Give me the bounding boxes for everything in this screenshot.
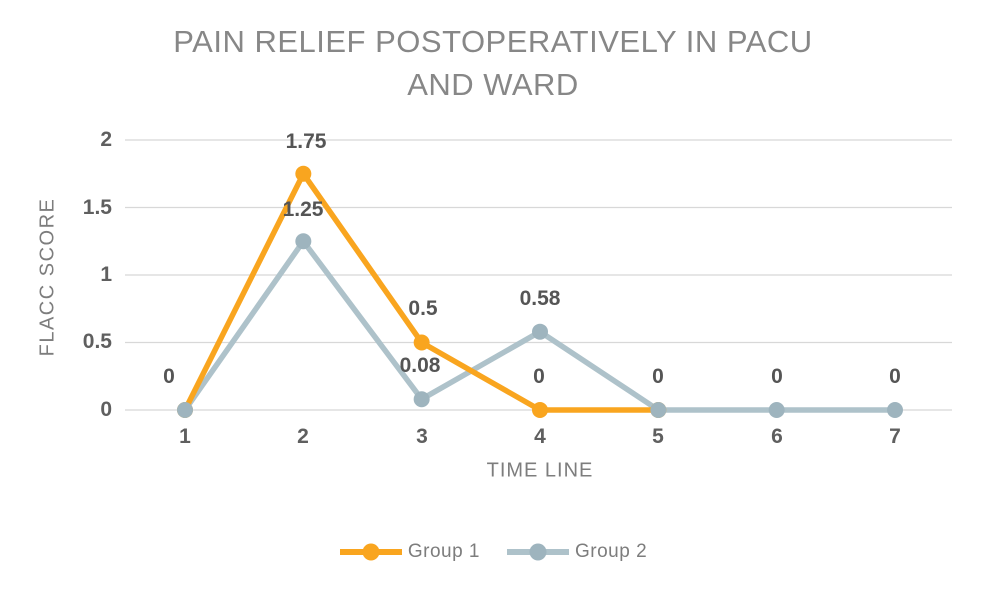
x-tick-label: 5 (652, 425, 664, 448)
data-label: 0 (652, 365, 664, 388)
data-label: 1.25 (282, 198, 324, 221)
data-label: 0 (771, 365, 783, 388)
data-label: 0.08 (399, 354, 441, 377)
x-tick-label: 6 (771, 425, 783, 448)
x-tick-label: 2 (297, 425, 309, 448)
legend-label-group2: Group 2 (575, 541, 648, 562)
chart-title-line1: PAIN RELIEF POSTOPERATIVELY IN PACU (173, 24, 813, 59)
chart-title: PAIN RELIEF POSTOPERATIVELY IN PACU AND … (0, 20, 986, 106)
legend: Group 1 Group 2 (0, 538, 986, 566)
chart-title-line2: AND WARD (407, 67, 579, 102)
data-label: 0.5 (408, 297, 438, 320)
y-tick-label: 0.5 (82, 330, 112, 353)
data-label: 0.58 (519, 287, 561, 310)
y-tick-label: 1.5 (82, 196, 112, 219)
legend-label-group1: Group 1 (407, 541, 480, 562)
data-label: 0 (889, 365, 901, 388)
data-label: 1.75 (285, 130, 327, 153)
legend-item-group1: Group 1 (339, 538, 480, 566)
x-axis-title: TIME LINE (486, 459, 594, 482)
data-label: 0 (533, 365, 545, 388)
x-tick-label: 1 (179, 425, 191, 448)
group2-line-marker-icon (507, 543, 569, 561)
legend-item-group2: Group 2 (506, 538, 647, 566)
data-label: 0 (163, 365, 175, 388)
y-tick-label: 1 (100, 263, 112, 286)
y-tick-label: 0 (100, 398, 112, 421)
y-tick-label: 2 (100, 128, 112, 151)
x-tick-label: 4 (534, 425, 546, 448)
x-tick-label: 3 (416, 425, 428, 448)
group1-line-marker-icon (339, 543, 402, 561)
x-tick-label: 7 (889, 425, 901, 448)
